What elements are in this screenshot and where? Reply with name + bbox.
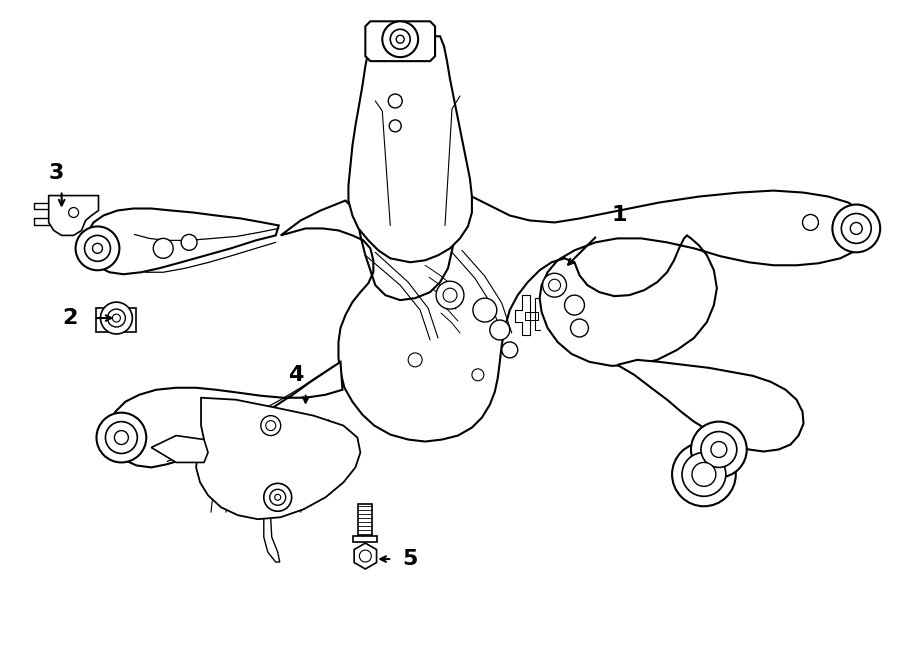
- Circle shape: [153, 239, 173, 258]
- Circle shape: [842, 214, 871, 243]
- Polygon shape: [365, 21, 435, 61]
- Circle shape: [691, 422, 747, 477]
- Circle shape: [850, 223, 862, 235]
- Polygon shape: [617, 360, 804, 451]
- Circle shape: [359, 550, 372, 562]
- Circle shape: [390, 120, 401, 132]
- Circle shape: [701, 432, 737, 467]
- Polygon shape: [348, 36, 472, 262]
- Circle shape: [264, 483, 292, 511]
- Polygon shape: [281, 190, 866, 442]
- Circle shape: [107, 309, 125, 327]
- Text: 1: 1: [611, 206, 627, 225]
- Circle shape: [105, 422, 138, 453]
- Polygon shape: [96, 308, 136, 332]
- Circle shape: [274, 494, 281, 500]
- Circle shape: [803, 214, 818, 231]
- Circle shape: [682, 453, 725, 496]
- Circle shape: [502, 342, 518, 358]
- Circle shape: [692, 463, 716, 486]
- Circle shape: [270, 489, 285, 505]
- Circle shape: [549, 279, 561, 291]
- Text: 5: 5: [402, 549, 418, 569]
- Circle shape: [76, 227, 120, 270]
- Circle shape: [93, 243, 103, 253]
- Polygon shape: [354, 543, 376, 569]
- Circle shape: [101, 302, 132, 334]
- Polygon shape: [110, 362, 343, 467]
- Circle shape: [266, 420, 275, 430]
- Circle shape: [543, 273, 566, 297]
- Circle shape: [443, 288, 457, 302]
- Circle shape: [261, 416, 281, 436]
- Circle shape: [96, 412, 147, 463]
- Circle shape: [112, 314, 121, 322]
- Circle shape: [382, 21, 418, 57]
- Circle shape: [832, 204, 880, 253]
- Circle shape: [472, 298, 497, 322]
- Polygon shape: [354, 536, 377, 542]
- Circle shape: [114, 430, 129, 444]
- Circle shape: [409, 353, 422, 367]
- Circle shape: [68, 208, 78, 217]
- Polygon shape: [358, 504, 373, 536]
- Polygon shape: [86, 208, 279, 274]
- Circle shape: [396, 35, 404, 43]
- Circle shape: [711, 442, 727, 457]
- Circle shape: [564, 295, 584, 315]
- Circle shape: [472, 369, 484, 381]
- Circle shape: [181, 235, 197, 251]
- Circle shape: [672, 442, 736, 506]
- Polygon shape: [151, 436, 208, 463]
- Circle shape: [571, 319, 589, 337]
- Polygon shape: [49, 196, 98, 235]
- Text: 4: 4: [288, 365, 303, 385]
- Text: 2: 2: [62, 308, 77, 328]
- Circle shape: [85, 235, 111, 261]
- Polygon shape: [196, 398, 360, 519]
- Circle shape: [391, 29, 410, 49]
- Text: 3: 3: [49, 163, 64, 182]
- Circle shape: [490, 320, 509, 340]
- Circle shape: [388, 94, 402, 108]
- Circle shape: [436, 281, 464, 309]
